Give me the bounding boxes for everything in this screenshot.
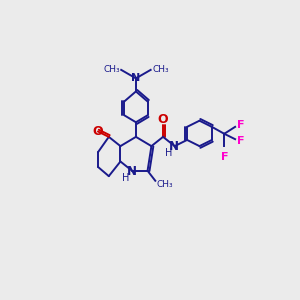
Text: CH₃: CH₃	[103, 64, 120, 74]
Text: CH₃: CH₃	[152, 64, 169, 74]
Text: F: F	[238, 136, 245, 146]
Text: F: F	[238, 120, 245, 130]
Text: O: O	[93, 125, 103, 138]
Text: N: N	[131, 73, 141, 83]
Text: F: F	[220, 152, 228, 161]
Text: N: N	[169, 140, 179, 153]
Text: H: H	[122, 173, 130, 183]
Text: H: H	[165, 148, 172, 158]
Text: O: O	[158, 113, 168, 126]
Text: N: N	[127, 165, 137, 178]
Text: CH₃: CH₃	[157, 180, 173, 189]
